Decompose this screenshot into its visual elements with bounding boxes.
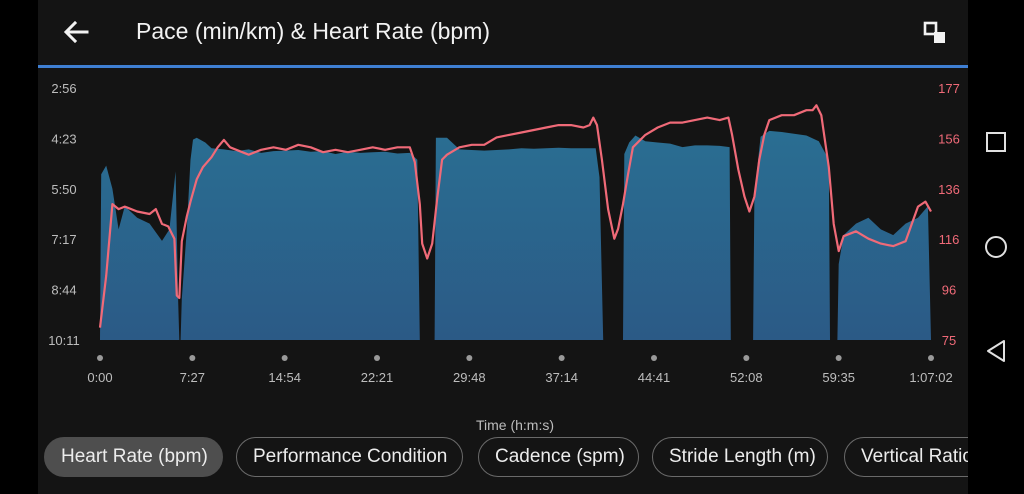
back-nav-button[interactable]	[982, 337, 1010, 365]
recents-button[interactable]	[982, 128, 1010, 156]
fullscreen-toggle-button[interactable]	[918, 16, 952, 50]
x-tick-dot	[651, 355, 657, 361]
x-tick-dot	[558, 355, 565, 361]
home-button[interactable]	[982, 233, 1010, 261]
x-tick-dot	[928, 355, 934, 361]
page-title: Pace (min/km) & Heart Rate (bpm)	[136, 18, 491, 44]
pace-area-series	[100, 130, 931, 340]
x-tick-label: 0:00	[87, 370, 112, 385]
system-navigation-bar	[968, 0, 1024, 494]
right-y-tick-label: 136	[938, 182, 960, 197]
fullscreen-exit-icon	[923, 21, 945, 43]
app-screen: Pace (min/km) & Heart Rate (bpm) 2:56 4:2…	[38, 0, 968, 494]
right-y-tick-label: 96	[942, 283, 956, 298]
x-tick-label: 14:54	[268, 370, 301, 385]
metric-chip-row[interactable]: Heart Rate (bpm) Performance Condition Cad…	[44, 437, 968, 479]
square-recents-icon	[986, 132, 1006, 152]
left-y-tick-label: 8:44	[51, 283, 76, 298]
heart-rate-line	[98, 104, 932, 328]
right-y-axis: 177 156 136 116 96 75	[938, 81, 960, 348]
x-axis-title: Time (h:m:s)	[476, 417, 554, 433]
left-y-tick-label: 2:56	[51, 81, 76, 96]
circle-home-icon	[985, 236, 1007, 258]
metric-chip[interactable]: Stride Length (m)	[652, 437, 828, 477]
left-y-tick-label: 7:17	[51, 232, 76, 247]
x-tick-dot	[189, 355, 196, 361]
x-tick-label: 59:35	[822, 370, 855, 385]
left-y-tick-label: 10:11	[48, 333, 80, 348]
triangle-back-icon	[987, 340, 1005, 362]
x-tick-label: 22:21	[361, 370, 394, 385]
back-button[interactable]	[58, 14, 94, 50]
x-tick-dot	[466, 355, 473, 361]
x-tick-dot	[281, 355, 288, 361]
pace-area	[100, 130, 931, 340]
x-tick-label: 44:41	[638, 370, 671, 385]
left-y-tick-label: 5:50	[51, 182, 76, 197]
x-tick-label: 1:07:02	[909, 370, 952, 385]
x-tick-label: 7:27	[180, 370, 205, 385]
app-header: Pace (min/km) & Heart Rate (bpm)	[38, 0, 968, 68]
right-y-tick-label: 75	[942, 333, 956, 348]
x-tick-dot	[743, 355, 750, 361]
left-y-axis: 2:56 4:23 5:50 7:17 8:44 10:11	[48, 81, 80, 348]
x-tick-dot	[97, 355, 103, 361]
header-divider	[38, 65, 968, 68]
x-tick-label: 29:48	[453, 370, 486, 385]
x-axis: 0:00 7:27 14:54 22:21 29:48 37:14 44:41 52:08 59…	[87, 355, 953, 385]
right-y-tick-label: 116	[939, 232, 960, 247]
right-y-tick-label: 156	[938, 131, 960, 146]
metric-chip[interactable]: Vertical Ratio	[844, 437, 968, 477]
x-tick-label: 37:14	[545, 370, 578, 385]
x-tick-label: 52:08	[730, 370, 763, 385]
right-y-tick-label: 177	[938, 81, 960, 96]
metric-chip[interactable]: Heart Rate (bpm)	[44, 437, 223, 477]
metric-chip[interactable]: Performance Condition	[236, 437, 463, 477]
arrow-left-icon	[63, 21, 89, 43]
metric-chip[interactable]: Cadence (spm)	[478, 437, 639, 477]
x-tick-dot	[835, 355, 842, 361]
x-tick-dot	[374, 355, 380, 361]
left-y-tick-label: 4:23	[51, 131, 76, 146]
pace-heart-rate-chart[interactable]: 2:56 4:23 5:50 7:17 8:44 10:11 177 156 136 116 96…	[38, 68, 968, 468]
heart-rate-line-series	[98, 104, 932, 328]
